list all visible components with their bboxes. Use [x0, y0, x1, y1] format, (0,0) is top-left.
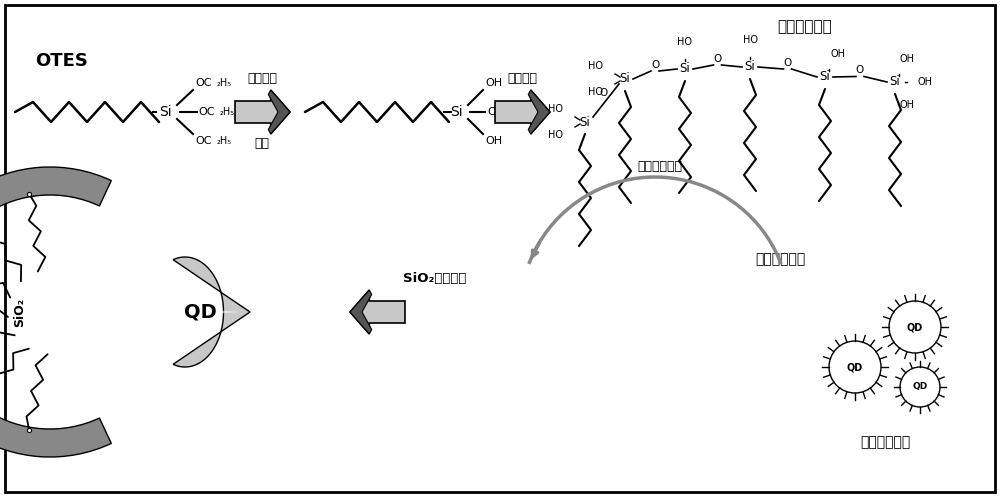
Text: O: O: [599, 88, 607, 98]
Text: HO: HO: [548, 104, 563, 114]
Text: OH: OH: [900, 54, 915, 64]
Text: ₂H₅: ₂H₅: [217, 136, 232, 146]
Text: HO: HO: [742, 35, 758, 45]
Text: SiO₂: SiO₂: [14, 297, 27, 327]
Text: Si: Si: [745, 61, 755, 74]
Text: OH: OH: [485, 78, 502, 88]
Text: 水解: 水解: [255, 137, 270, 150]
Circle shape: [900, 367, 940, 407]
Text: HO: HO: [588, 87, 603, 97]
Text: 油溶性量子点: 油溶性量子点: [860, 435, 910, 449]
Text: QD: QD: [847, 362, 863, 372]
Text: O: O: [713, 54, 722, 64]
Text: Si: Si: [450, 105, 462, 119]
Text: QD: QD: [907, 322, 923, 332]
Text: 疏水相互作用: 疏水相互作用: [638, 161, 682, 173]
Text: HO: HO: [678, 37, 692, 47]
Polygon shape: [350, 290, 405, 334]
Text: OH: OH: [487, 107, 504, 117]
Text: Si: Si: [820, 71, 830, 83]
Text: Si: Si: [580, 115, 590, 129]
Text: O: O: [856, 66, 864, 76]
Text: HO: HO: [588, 61, 603, 71]
Text: Si: Si: [680, 63, 690, 76]
Text: OTES: OTES: [35, 52, 88, 70]
Polygon shape: [163, 294, 240, 330]
Text: OC: OC: [198, 107, 215, 117]
Text: 超声分散: 超声分散: [247, 72, 277, 85]
Polygon shape: [235, 90, 290, 134]
Text: Si: Si: [890, 76, 900, 88]
Circle shape: [889, 301, 941, 353]
Text: O: O: [651, 60, 659, 70]
Polygon shape: [350, 290, 372, 334]
Text: QD: QD: [912, 383, 928, 392]
Text: 烷基疏水核心: 烷基疏水核心: [755, 252, 805, 266]
Polygon shape: [495, 90, 550, 134]
Polygon shape: [528, 90, 550, 134]
Text: ₂H₅: ₂H₅: [220, 107, 235, 117]
Text: SiO₂可控生长: SiO₂可控生长: [403, 272, 467, 285]
Text: OH: OH: [917, 77, 932, 87]
Text: QD: QD: [184, 303, 216, 322]
Text: OH: OH: [830, 49, 845, 59]
Text: OC: OC: [195, 78, 212, 88]
Polygon shape: [268, 90, 290, 134]
Text: 脱水缩合: 脱水缩合: [507, 72, 537, 85]
Text: OH: OH: [485, 136, 502, 146]
Text: Si: Si: [159, 105, 171, 119]
Circle shape: [829, 341, 881, 393]
Text: OC: OC: [195, 136, 212, 146]
Text: HO: HO: [548, 130, 563, 140]
Text: O: O: [783, 58, 792, 68]
Text: Si: Si: [620, 73, 630, 85]
Text: 硅醇亲水表面: 硅醇亲水表面: [778, 19, 832, 34]
Wedge shape: [0, 167, 111, 457]
Text: ₂H₅: ₂H₅: [217, 78, 232, 88]
Text: OH: OH: [900, 100, 915, 110]
Polygon shape: [173, 257, 250, 367]
